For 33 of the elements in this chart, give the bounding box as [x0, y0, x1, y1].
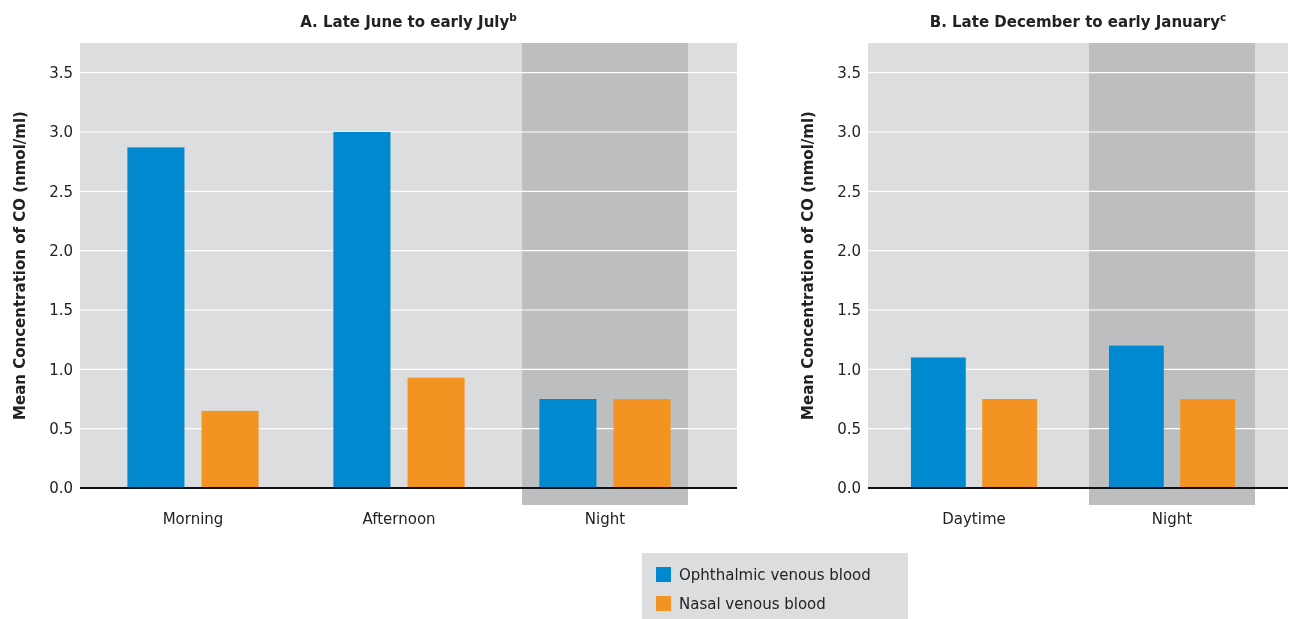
y-tick-label: 1.0: [837, 360, 861, 379]
y-tick-label: 1.5: [49, 301, 73, 320]
y-tick-label: 0.0: [49, 479, 73, 498]
y-axis-title: Mean Concentration of CO (nmol/ml): [799, 111, 817, 420]
x-tick-label: Night: [1151, 510, 1193, 528]
bar: [407, 377, 465, 488]
legend-label: Ophthalmic venous blood: [679, 566, 871, 585]
y-tick-label: 3.5: [837, 63, 861, 82]
y-tick-label: 3.0: [49, 123, 73, 142]
x-tick-label: Night: [584, 510, 626, 528]
chart-title: B. Late December to early January$^{c}$: [929, 11, 1227, 31]
bar: [539, 399, 597, 488]
bar: [613, 399, 671, 488]
y-axis-title: Mean Concentration of CO (nmol/ml): [11, 111, 29, 420]
y-tick-label: 1.0: [49, 360, 73, 379]
chart-title: A. Late June to early July$^{b}$: [300, 11, 518, 31]
y-tick-label: 0.0: [837, 479, 861, 498]
y-tick-label: 2.5: [837, 182, 861, 201]
x-tick-label: Daytime: [942, 510, 1006, 528]
y-tick-label: 2.0: [49, 241, 73, 260]
bar: [333, 132, 391, 488]
y-tick-label: 2.5: [49, 182, 73, 201]
x-tick-label: Morning: [162, 510, 224, 528]
y-tick-label: 3.0: [837, 123, 861, 142]
y-tick-label: 1.5: [837, 301, 861, 320]
legend-label: Nasal venous blood: [679, 595, 826, 614]
x-tick-label: Afternoon: [362, 510, 436, 528]
y-tick-label: 2.0: [837, 241, 861, 260]
y-tick-label: 0.5: [837, 419, 861, 438]
bar: [127, 147, 185, 488]
y-tick-label: 3.5: [49, 63, 73, 82]
bar: [201, 410, 259, 488]
y-tick-label: 0.5: [49, 419, 73, 438]
